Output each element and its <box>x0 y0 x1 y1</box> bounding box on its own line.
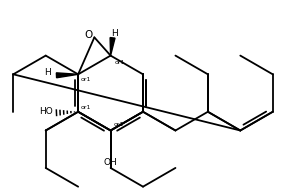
Text: O: O <box>84 30 93 40</box>
Text: OH: OH <box>104 158 118 167</box>
Text: or1: or1 <box>81 77 92 82</box>
Text: or1: or1 <box>113 122 124 127</box>
Text: H: H <box>44 68 51 77</box>
Text: or1: or1 <box>115 60 125 65</box>
Polygon shape <box>56 73 78 78</box>
Text: or1: or1 <box>81 105 92 110</box>
Polygon shape <box>110 38 115 56</box>
Text: H: H <box>111 29 118 38</box>
Text: HO: HO <box>39 107 52 116</box>
